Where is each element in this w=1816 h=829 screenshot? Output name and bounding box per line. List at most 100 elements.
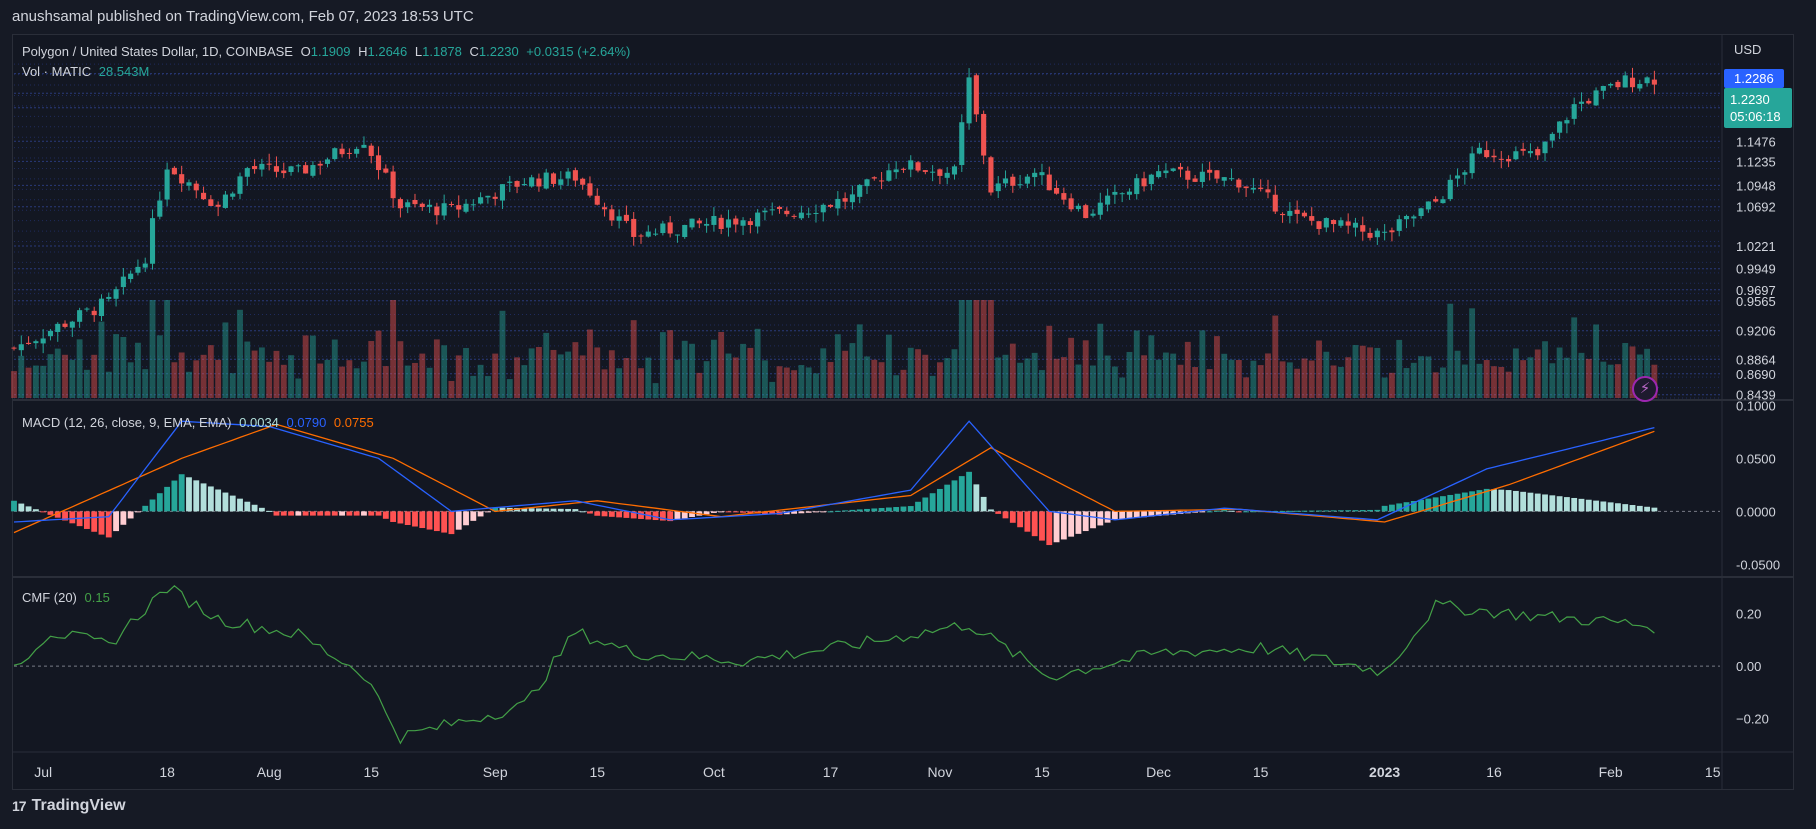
macd-hist-bar — [1498, 489, 1505, 512]
macd-hist-bar — [25, 506, 32, 512]
volume-bar — [1440, 367, 1446, 398]
macd-hist-bar — [361, 511, 367, 516]
volume-bar — [1337, 366, 1344, 398]
chart-frame — [12, 34, 1794, 790]
candle-body — [317, 163, 323, 166]
candle-body — [944, 172, 950, 178]
volume-bar — [1600, 361, 1607, 398]
candle-body — [1185, 170, 1191, 180]
candle-body — [755, 212, 761, 227]
candle-body — [1527, 151, 1533, 154]
macd-hist-bar — [171, 480, 178, 512]
candle-body — [1258, 187, 1264, 189]
macd-hist-bar — [1593, 500, 1599, 512]
volume-bar — [1571, 317, 1578, 398]
volume-bar — [747, 347, 754, 398]
candle-body — [1637, 83, 1643, 89]
macd-hist-bar — [54, 511, 61, 518]
volume-value: 28.543M — [98, 64, 150, 79]
volume-label[interactable]: Vol · MATIC — [22, 64, 92, 79]
candle-body — [1476, 147, 1482, 154]
candle-body — [711, 215, 717, 225]
macd-hist-bar — [1418, 499, 1425, 512]
candle-body — [69, 321, 75, 328]
candle-body — [900, 168, 907, 170]
candle-body — [572, 170, 578, 181]
volume-bar — [1024, 358, 1031, 398]
candle-body — [966, 77, 972, 124]
macd-hist-bar — [623, 511, 630, 518]
volume-bar — [83, 369, 90, 398]
candle-body — [1177, 166, 1184, 170]
low-value: 1.1878 — [422, 44, 462, 59]
currency-label[interactable]: USD — [1734, 42, 1762, 57]
candle-body — [879, 180, 885, 182]
macd-hist-bar — [681, 511, 688, 519]
macd-hist-bar — [1090, 511, 1096, 529]
candle-body — [1061, 193, 1067, 200]
macd-hist-bar — [689, 511, 695, 518]
cmf-label[interactable]: CMF (20) — [22, 590, 77, 605]
volume-bar — [1461, 364, 1468, 398]
candle-body — [587, 183, 593, 196]
volume-bar — [1243, 377, 1250, 398]
macd-hist-bar — [375, 511, 382, 516]
volume-bar — [1155, 359, 1162, 398]
volume-bar — [1520, 360, 1527, 398]
macd-line-value: 0.0790 — [286, 415, 327, 430]
symbol-title[interactable]: Polygon / United States Dollar, 1D, COIN… — [22, 44, 293, 59]
footer-brand[interactable]: 17 TradingView — [12, 797, 126, 815]
candle-body — [937, 169, 943, 176]
candle-body — [1382, 231, 1388, 233]
volume-bar — [353, 368, 360, 398]
volume-bar — [171, 362, 178, 398]
macd-hist-bar — [317, 511, 324, 516]
macd-hist-bar — [1148, 511, 1155, 517]
candle-body — [616, 216, 622, 221]
candle-body — [1126, 191, 1133, 195]
volume-bar — [1031, 352, 1038, 398]
volume-bar — [1308, 360, 1315, 398]
candle-body — [135, 266, 141, 273]
candle-body — [1323, 218, 1329, 228]
lightning-icon[interactable]: ⚡ — [1632, 376, 1658, 402]
candle-body — [1644, 77, 1650, 84]
volume-bar — [1162, 352, 1169, 398]
candle-body — [288, 166, 294, 172]
volume-bar — [878, 362, 885, 398]
macd-tick-label: -0.0500 — [1736, 557, 1780, 572]
candle-body — [252, 166, 258, 170]
price-tick-label: 0.8864 — [1736, 352, 1776, 367]
candle-body — [441, 203, 447, 216]
candle-body — [718, 217, 724, 229]
macd-hist-bar — [1235, 511, 1242, 513]
volume-bar — [1425, 356, 1432, 398]
volume-bar — [689, 343, 695, 398]
volume-bar — [1418, 356, 1425, 398]
macd-hist-value: 0.0034 — [239, 415, 279, 430]
macd-hist-bar — [83, 511, 90, 529]
macd-hist-bar — [156, 493, 163, 512]
cmf-line — [13, 585, 1655, 745]
candle-body — [485, 195, 491, 198]
macd-hist-bar — [419, 511, 426, 529]
volume-bar — [528, 348, 535, 398]
candle-body — [1374, 230, 1380, 238]
volume-bar — [630, 320, 637, 398]
macd-label[interactable]: MACD (12, 26, close, 9, EMA, EMA) — [22, 415, 232, 430]
candle-body — [1622, 75, 1628, 88]
volume-bar — [521, 365, 528, 398]
volume-bar — [623, 358, 630, 398]
candle-body — [1309, 216, 1315, 221]
candle-body — [1156, 171, 1162, 178]
macd-hist-bar — [856, 509, 863, 512]
macd-hist-bar — [543, 508, 550, 512]
volume-bar — [936, 362, 943, 398]
macd-hist-bar — [32, 509, 39, 512]
candle-body — [1549, 133, 1555, 141]
candle-body — [1010, 176, 1016, 186]
candle-body — [1141, 178, 1147, 187]
volume-bar — [1199, 330, 1206, 398]
macd-hist-bar — [1082, 511, 1089, 532]
